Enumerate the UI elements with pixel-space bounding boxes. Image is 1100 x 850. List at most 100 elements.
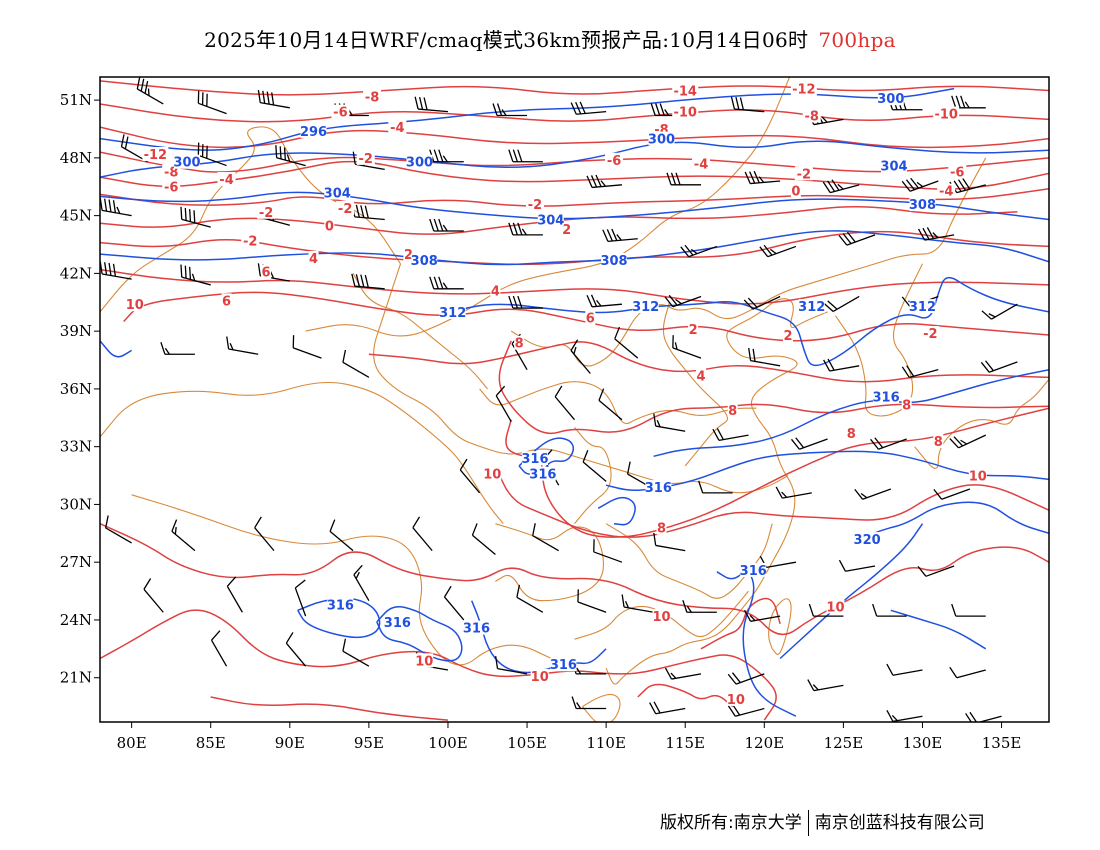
- lat-tick-label: 42N: [60, 264, 92, 282]
- height-label-bg: [173, 154, 200, 169]
- height-label-bg: [798, 299, 825, 314]
- wind-barb: [554, 385, 575, 421]
- wind-barb: [508, 295, 543, 309]
- lat-tick-label: 24N: [60, 611, 92, 629]
- temperature-label: 8: [902, 398, 911, 413]
- wind-barb: [210, 630, 228, 667]
- temperature-label-bg: [142, 147, 169, 162]
- height-label-bg: [648, 131, 675, 146]
- wind-barb: [664, 667, 702, 680]
- wind-barb: [582, 450, 607, 482]
- wind-barb: [471, 523, 496, 555]
- wind-barb: [886, 710, 923, 722]
- border-line: [605, 523, 773, 599]
- temperature-label-bg: [937, 183, 956, 198]
- temperature-label: -8: [365, 90, 379, 105]
- height-label-bg: [406, 154, 433, 169]
- wind-barb: [586, 174, 623, 189]
- wind-barb: [495, 656, 528, 675]
- temperature-isotherm: [100, 523, 1049, 636]
- temperature-label-bg: [561, 222, 572, 237]
- height-label: 312: [909, 300, 936, 315]
- temperature-label: -6: [607, 154, 621, 169]
- temperature-label-bg: [356, 150, 375, 165]
- temperature-isotherm: [700, 597, 781, 650]
- temperature-label: 10: [826, 600, 844, 615]
- height-label: 312: [439, 306, 466, 321]
- temperature-isotherm: [100, 187, 1049, 207]
- wind-barb: [570, 339, 591, 374]
- temperature-isotherm: [210, 696, 449, 721]
- border-line: [131, 494, 575, 669]
- wind-barb: [791, 437, 828, 450]
- wind-barb: [429, 218, 464, 232]
- wind-barb: [516, 584, 544, 613]
- wind-barb: [171, 519, 196, 552]
- wind-barb: [180, 264, 211, 286]
- wind-barb: [351, 273, 385, 290]
- temperature-isotherm: [100, 205, 1018, 235]
- temperature-contours: [100, 80, 1049, 721]
- wind-barb: [951, 603, 986, 617]
- height-label-bg: [327, 597, 354, 612]
- wind-barb: [664, 294, 702, 308]
- temperature-label-bg: [802, 108, 821, 123]
- wind-barb: [744, 170, 781, 185]
- temperature-label: -6: [950, 165, 964, 180]
- border-line: [768, 598, 792, 655]
- temperature-label-bg: [162, 179, 181, 194]
- height-label: 304: [537, 213, 564, 228]
- temperature-label-bg: [261, 264, 272, 279]
- height-label-bg: [854, 532, 881, 547]
- temperature-label: -10: [934, 108, 958, 123]
- height-label: 308: [411, 254, 438, 269]
- wind-barb: [901, 365, 939, 379]
- wind-barb: [414, 96, 449, 113]
- temperature-label: 8: [657, 522, 666, 537]
- temperature-label: 6: [222, 294, 231, 309]
- temperature-isotherm: [498, 340, 1049, 435]
- temperature-label: -4: [219, 173, 233, 188]
- height-label-bg: [909, 197, 936, 212]
- wind-barb: [292, 335, 322, 359]
- wind-barb: [197, 90, 227, 115]
- wind-barb: [838, 559, 876, 572]
- wind-barb: [492, 103, 528, 117]
- wind-barb: [838, 231, 876, 246]
- lon-tick-label: 100E: [428, 734, 468, 752]
- temperature-isotherm: [100, 80, 1049, 96]
- wind-barb: [593, 539, 623, 563]
- wind-barb: [602, 228, 638, 242]
- temperature-isotherm: [637, 683, 734, 708]
- wind-barb: [100, 197, 132, 217]
- wind-barb: [682, 600, 717, 613]
- temperature-label: -2: [923, 327, 937, 342]
- height-label: 308: [600, 254, 627, 269]
- lat-tick-label: 39N: [60, 322, 92, 340]
- temperature-isotherm: [123, 291, 1049, 342]
- wind-barb: [257, 89, 290, 109]
- temperature-label-bg: [363, 89, 382, 104]
- temperature-label-bg: [948, 164, 967, 179]
- temperature-isotherm: [505, 407, 1049, 538]
- height-label: 316: [550, 658, 577, 673]
- height-label-bg: [463, 620, 490, 635]
- wind-barb: [459, 458, 481, 494]
- title-level: 700hpa: [818, 28, 896, 52]
- temperature-isotherm: [368, 341, 1049, 383]
- wind-barb: [680, 244, 718, 258]
- wind-barb: [698, 480, 733, 494]
- height-contour: [471, 600, 607, 674]
- temperature-label-bg: [790, 183, 801, 198]
- height-label-bg: [384, 614, 411, 629]
- wind-barb: [586, 294, 623, 308]
- temperature-label-bg: [933, 106, 960, 121]
- wind-barb: [808, 603, 844, 617]
- lon-tick-label: 80E: [117, 734, 147, 752]
- temperature-label: -12: [144, 148, 168, 163]
- temperature-label-bg: [483, 466, 502, 481]
- height-label-bg: [324, 185, 351, 200]
- height-label: 296: [300, 125, 327, 140]
- height-label: 312: [632, 300, 659, 315]
- temperature-label-bg: [846, 426, 857, 441]
